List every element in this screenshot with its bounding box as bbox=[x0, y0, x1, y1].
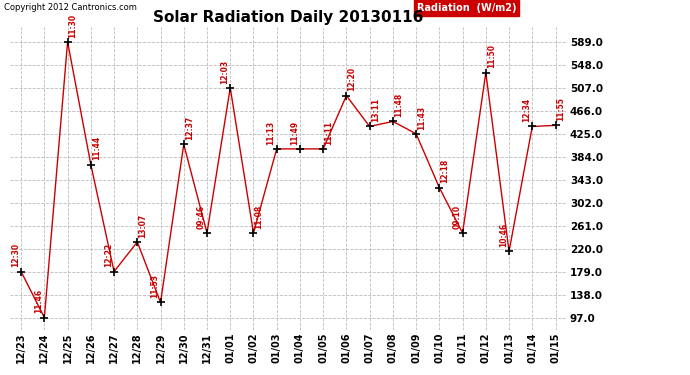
Text: 11:43: 11:43 bbox=[417, 105, 426, 130]
Text: 11:48: 11:48 bbox=[394, 93, 403, 117]
Text: 11:30: 11:30 bbox=[68, 13, 78, 38]
Text: 11:49: 11:49 bbox=[290, 121, 299, 145]
Point bbox=[155, 300, 166, 306]
Point bbox=[201, 230, 213, 236]
Point bbox=[434, 184, 445, 190]
Point bbox=[295, 146, 306, 152]
Point bbox=[108, 268, 119, 274]
Text: 12:22: 12:22 bbox=[104, 243, 113, 267]
Text: 11:53: 11:53 bbox=[150, 274, 159, 298]
Point bbox=[550, 122, 561, 128]
Title: Solar Radiation Daily 20130116: Solar Radiation Daily 20130116 bbox=[153, 10, 424, 25]
Point bbox=[62, 39, 73, 45]
Point bbox=[387, 118, 398, 124]
Text: 11:08: 11:08 bbox=[255, 204, 264, 229]
Text: 13:11: 13:11 bbox=[371, 98, 380, 122]
Text: 09:46: 09:46 bbox=[197, 205, 206, 229]
Text: 12:03: 12:03 bbox=[220, 60, 229, 84]
Text: 11:44: 11:44 bbox=[92, 136, 101, 160]
Text: 09:10: 09:10 bbox=[453, 205, 462, 229]
Text: 13:07: 13:07 bbox=[139, 213, 148, 238]
Point bbox=[132, 239, 143, 245]
Point bbox=[364, 123, 375, 129]
Point bbox=[457, 230, 468, 236]
Point bbox=[16, 268, 27, 274]
Point bbox=[39, 315, 50, 321]
Point bbox=[86, 162, 97, 168]
Point bbox=[480, 70, 491, 76]
Text: 10:46: 10:46 bbox=[499, 223, 508, 247]
Text: 11:13: 11:13 bbox=[266, 121, 275, 145]
Text: 12:37: 12:37 bbox=[185, 116, 194, 140]
Point bbox=[178, 141, 189, 147]
Point bbox=[317, 146, 328, 152]
Text: 12:18: 12:18 bbox=[440, 159, 449, 183]
Text: 11:50: 11:50 bbox=[487, 45, 496, 69]
Text: 12:34: 12:34 bbox=[522, 98, 531, 122]
Text: 12:20: 12:20 bbox=[348, 68, 357, 92]
Text: 12:30: 12:30 bbox=[11, 243, 20, 267]
Point bbox=[248, 230, 259, 236]
Point bbox=[504, 249, 515, 255]
Point bbox=[526, 123, 538, 129]
Text: Radiation  (W/m2): Radiation (W/m2) bbox=[417, 3, 516, 13]
Text: Copyright 2012 Cantronics.com: Copyright 2012 Cantronics.com bbox=[4, 3, 137, 12]
Point bbox=[341, 93, 352, 99]
Point bbox=[411, 131, 422, 137]
Text: 11:55: 11:55 bbox=[557, 97, 566, 121]
Text: 11:46: 11:46 bbox=[34, 289, 43, 314]
Point bbox=[271, 146, 282, 152]
Point bbox=[225, 85, 236, 91]
Text: 11:11: 11:11 bbox=[324, 121, 333, 145]
